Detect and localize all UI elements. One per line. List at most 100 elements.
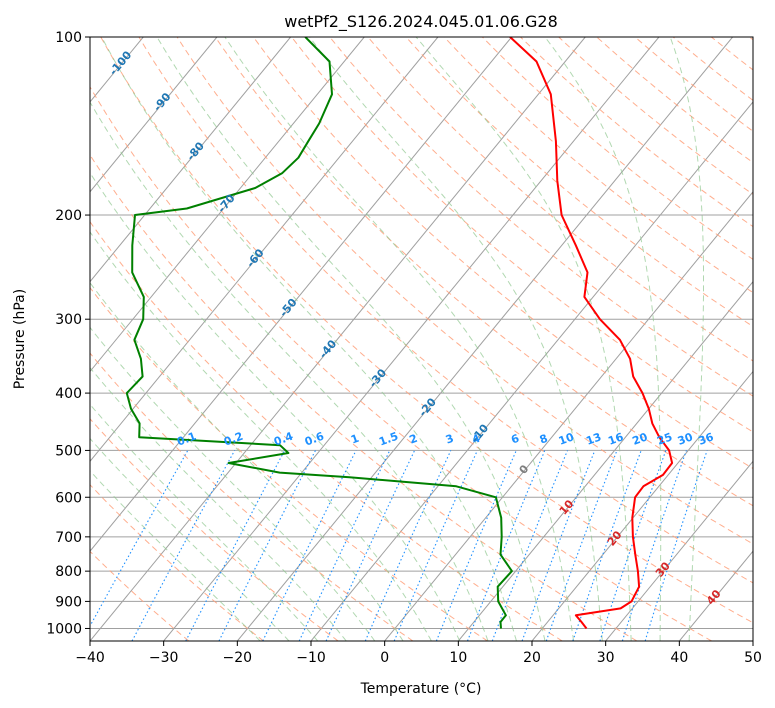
moist-adiabat <box>101 37 517 641</box>
isotherm-line <box>90 37 218 193</box>
y-tick-label: 900 <box>55 594 82 610</box>
dry-adiabat <box>90 352 414 641</box>
moist-adiabat <box>309 37 603 641</box>
x-tick-label: −30 <box>149 650 179 666</box>
y-tick-label: 1000 <box>46 621 82 637</box>
moist-adiabat <box>669 37 704 641</box>
mixing-ratio-label: 10 <box>557 430 576 448</box>
mixing-ratio-line <box>435 450 517 641</box>
dry-adiabat <box>90 86 712 641</box>
y-tick-label: 800 <box>55 564 82 580</box>
y-axis: 100 200 300 400 500 600 700 800 900 1000 <box>46 30 90 637</box>
moist-adiabat <box>90 403 319 641</box>
dry-adiabat <box>176 37 753 545</box>
isotherm-line <box>90 37 365 373</box>
x-axis: −40 −30 −20 −10 0 10 20 30 40 50 <box>75 641 762 666</box>
isotherm-line <box>90 37 291 283</box>
y-tick-label: 300 <box>55 312 82 328</box>
mixing-ratio-line <box>491 450 569 641</box>
x-tick-label: 50 <box>744 650 762 666</box>
moist-adiabat <box>90 326 376 641</box>
chart-title: wetPf2_S126.2024.045.01.06.G28 <box>284 12 558 32</box>
isotherm-line <box>752 640 753 641</box>
mixing-ratio-label: 4 <box>470 432 482 447</box>
x-tick-label: −10 <box>296 650 326 666</box>
dry-adiabat <box>214 37 753 507</box>
dry-adiabat <box>90 286 488 641</box>
dry-adiabat <box>634 37 753 132</box>
profile-lines <box>125 37 674 630</box>
mixing-ratio-label: 6 <box>509 432 521 447</box>
isotherm-line <box>605 460 753 641</box>
x-axis-label: Temperature (°C) <box>360 681 482 697</box>
mixing-ratio-line <box>364 450 452 641</box>
dry-adiabat <box>558 37 753 195</box>
mixing-ratio-line <box>131 450 236 641</box>
y-tick-label: 100 <box>55 30 82 46</box>
isotherm-line <box>531 370 753 641</box>
dry-adiabat <box>252 37 753 470</box>
isotherm-line <box>90 37 586 641</box>
moist-adiabat <box>415 37 632 641</box>
background-lines <box>90 37 753 641</box>
mixing-ratio-label: 1 <box>349 432 361 447</box>
moist-adiabat <box>90 281 404 641</box>
x-tick-label: 10 <box>449 650 467 666</box>
mixing-ratio-line <box>621 450 687 641</box>
mixing-ratio-label: 25 <box>655 430 674 447</box>
mixing-ratio-label: 1.5 <box>377 430 400 449</box>
mixing-ratio-label: 8 <box>538 432 550 447</box>
mixing-ratio-label: 0.1 <box>175 430 198 449</box>
moist-adiabat <box>90 366 347 641</box>
moist-adiabat <box>90 470 261 641</box>
mixing-ratio-line <box>393 450 478 641</box>
x-tick-label: −20 <box>223 650 253 666</box>
y-tick-label: 600 <box>55 490 82 506</box>
mixing-ratio-label: 3 <box>444 432 456 447</box>
mixing-ratio-label: 30 <box>676 430 695 448</box>
dewpoint-profile-line <box>125 37 513 629</box>
moist-adiabat <box>90 231 432 641</box>
dry-adiabat <box>329 37 753 397</box>
y-tick-label: 700 <box>55 530 82 546</box>
dry-adiabat <box>90 484 264 641</box>
dry-adiabat <box>710 37 753 71</box>
mixing-ratio-label: 0.4 <box>272 430 295 449</box>
x-tick-label: 30 <box>597 650 615 666</box>
x-tick-label: 40 <box>670 650 688 666</box>
dry-adiabat <box>672 37 753 101</box>
mixing-ratio-line <box>218 450 316 641</box>
mixing-ratio-label: 36 <box>697 430 716 448</box>
x-tick-label: 0 <box>380 650 389 666</box>
moist-adiabat <box>90 172 461 641</box>
y-tick-label: 400 <box>55 386 82 402</box>
dry-adiabat <box>367 37 753 362</box>
mixing-ratio-line <box>545 450 618 641</box>
mixing-ratio-label: 0.6 <box>303 430 326 449</box>
y-axis-label: Pressure (hPa) <box>12 289 28 389</box>
dry-adiabat <box>90 220 563 641</box>
plot-frame <box>89 36 754 642</box>
moist-adiabat <box>544 37 662 641</box>
isotherm-line <box>384 191 753 641</box>
mixing-ratio-line <box>185 450 286 641</box>
mixing-ratio-line <box>262 450 357 641</box>
moist-adiabat <box>90 437 290 641</box>
mixing-ratio-label: 16 <box>606 430 625 448</box>
mixing-ratio-line <box>644 450 708 641</box>
x-tick-label: −40 <box>75 650 105 666</box>
moist-adiabat <box>90 101 489 641</box>
mixing-ratio-label: 0.2 <box>222 430 245 449</box>
dry-adiabat <box>291 37 753 433</box>
mixing-ratio-line <box>572 450 642 641</box>
mixing-ratio-label: 2 <box>408 432 420 447</box>
x-tick-label: 20 <box>523 650 541 666</box>
isotherm-line <box>457 280 753 641</box>
temperature-profile-line <box>509 37 674 630</box>
isotherm-line <box>163 37 660 641</box>
isotherm-line <box>310 101 753 641</box>
y-tick-label: 500 <box>55 443 82 459</box>
isotherm-line <box>90 37 439 463</box>
moist-adiabat <box>224 37 575 641</box>
